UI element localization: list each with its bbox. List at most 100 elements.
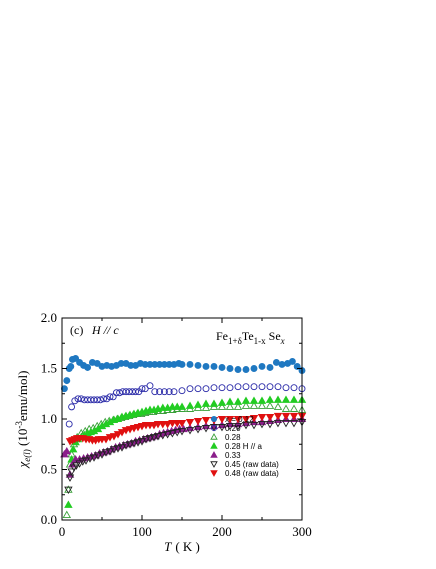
legend-marker — [210, 442, 218, 449]
data-point — [241, 396, 251, 404]
data-point — [289, 395, 299, 403]
data-point — [62, 510, 72, 518]
data-point — [233, 397, 243, 405]
data-point — [265, 413, 275, 422]
data-point — [273, 402, 283, 410]
data-point — [93, 396, 101, 404]
y-tick-label: 0.0 — [41, 512, 57, 527]
data-point — [233, 402, 243, 410]
legend-label: x = 0.12 — [225, 415, 254, 424]
ticks-layer: 0 100 200 300 0.0 0.5 1.0 1.5 2.0 — [41, 310, 312, 539]
data-point — [185, 418, 195, 427]
data-point — [258, 383, 266, 391]
data-point — [156, 388, 164, 396]
data-point — [113, 445, 123, 453]
data-point — [113, 431, 123, 439]
y-tick-label: 1.5 — [41, 361, 57, 376]
data-point — [265, 421, 275, 429]
x-axis-title: T( K ) — [164, 539, 200, 554]
data-point — [101, 436, 111, 444]
data-point — [273, 412, 283, 421]
data-point — [193, 426, 203, 434]
data-point — [281, 420, 291, 428]
data-point — [129, 440, 139, 448]
compound-mid: Te — [242, 329, 254, 343]
data-point — [257, 396, 267, 404]
data-point — [226, 384, 234, 392]
y-axis-symbol: χ — [15, 461, 30, 469]
data-point — [170, 388, 178, 396]
data-point — [201, 416, 211, 425]
data-point — [168, 430, 177, 438]
data-point — [225, 415, 235, 424]
data-point — [241, 415, 251, 424]
data-point — [68, 444, 78, 453]
data-point — [74, 395, 82, 403]
data-point — [201, 425, 211, 433]
data-point — [117, 444, 127, 452]
data-point — [201, 399, 211, 407]
series-6 — [64, 418, 307, 495]
data-point — [81, 457, 91, 465]
y-axis-post: emu/mol) — [15, 371, 30, 422]
compound-sub2: 1-x — [254, 336, 266, 346]
legend-label: 0.20 — [225, 424, 241, 433]
data-point — [265, 401, 275, 409]
data-point — [64, 500, 73, 508]
data-point — [141, 385, 149, 393]
data-point — [151, 388, 159, 396]
data-point — [281, 395, 291, 403]
data-point — [112, 389, 120, 397]
data-point — [249, 396, 259, 404]
data-point — [257, 421, 267, 429]
data-point — [274, 383, 282, 391]
legend-label: 0.28 H // a — [225, 442, 262, 451]
x-tick-label: 0 — [59, 524, 66, 539]
data-point — [177, 428, 187, 436]
legend-marker — [210, 433, 218, 440]
data-point — [250, 365, 258, 372]
compound-sub3: x — [280, 336, 285, 346]
data-point — [105, 448, 115, 456]
data-point — [217, 402, 227, 410]
data-point — [217, 415, 227, 424]
data-point — [67, 363, 75, 370]
data-point — [101, 449, 111, 457]
legend-label: 0.28 — [225, 433, 241, 442]
data-point — [121, 442, 131, 450]
data-point — [249, 414, 259, 423]
data-point — [60, 385, 68, 393]
legend-item: 0.28 H // a — [210, 442, 262, 451]
data-point — [233, 415, 243, 424]
data-point — [65, 420, 73, 428]
data-point — [266, 383, 274, 391]
data-point — [217, 398, 227, 406]
data-point — [77, 395, 85, 403]
data-point — [225, 402, 235, 410]
data-point — [177, 402, 187, 410]
data-point — [202, 363, 210, 370]
data-point — [289, 420, 299, 428]
y-tick-label: 2.0 — [41, 310, 57, 325]
data-point — [96, 396, 104, 404]
data-point — [62, 446, 72, 455]
compound-tail: Se — [266, 329, 281, 343]
data-point — [160, 388, 168, 396]
data-point — [257, 401, 267, 409]
data-point — [177, 420, 187, 428]
series-2 — [65, 382, 306, 428]
y-axis-sup: -3 — [14, 421, 24, 429]
data-point — [265, 395, 275, 403]
legend-marker — [210, 451, 218, 458]
compound-base: Fe — [216, 329, 228, 343]
data-point — [193, 417, 203, 426]
data-point — [186, 385, 194, 393]
data-point — [185, 427, 195, 435]
data-point — [85, 455, 95, 463]
legend-marker — [210, 470, 218, 477]
data-point — [281, 404, 291, 412]
x-tick-label: 200 — [212, 524, 232, 539]
y-tick-label: 0.5 — [41, 462, 57, 477]
data-point — [125, 441, 135, 449]
